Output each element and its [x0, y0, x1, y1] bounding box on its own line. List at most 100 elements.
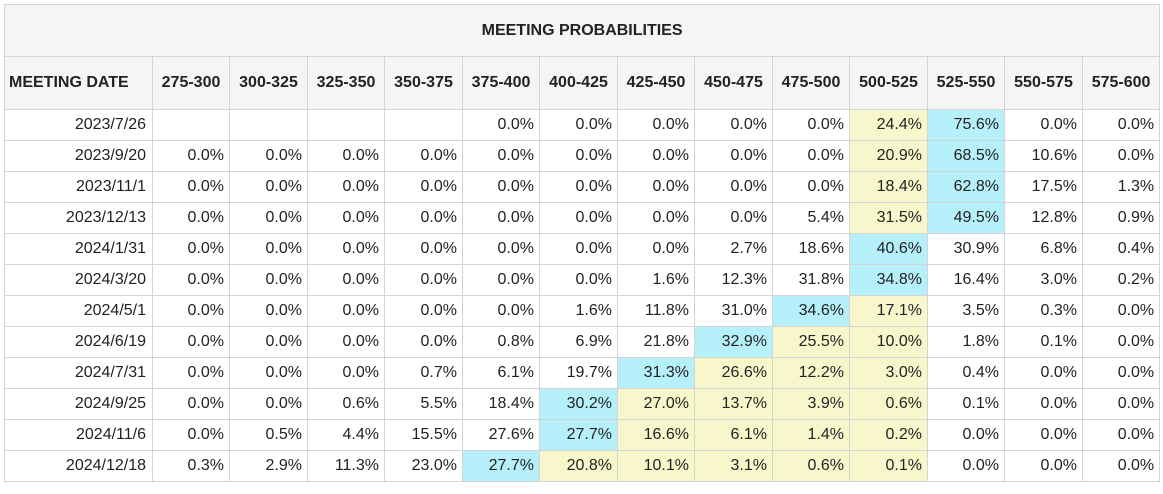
- probability-cell: 0.0%: [152, 357, 230, 389]
- probability-cell: 0.0%: [462, 233, 540, 265]
- probability-cell: 0.0%: [539, 171, 618, 203]
- table-row: 2024/5/1 0.0% 0.0% 0.0% 0.0% 0.0% 1.6% 11.8% 31.…: [4, 295, 1161, 327]
- probability-cell: 0.0%: [384, 326, 463, 358]
- column-header-425-450[interactable]: 425-450: [617, 56, 695, 110]
- probability-cell: 12.8%: [1004, 202, 1083, 234]
- column-header-375-400[interactable]: 375-400: [462, 56, 540, 110]
- probability-cell: 0.7%: [384, 357, 463, 389]
- meeting-date-cell: 2024/7/31: [4, 357, 153, 389]
- probability-cell: 0.6%: [307, 388, 385, 420]
- probability-cell: 0.0%: [384, 171, 463, 203]
- probability-cell: 0.0%: [384, 264, 463, 296]
- probability-cell: [152, 109, 230, 141]
- probability-cell: 0.0%: [229, 295, 308, 327]
- probability-cell: 0.0%: [462, 202, 540, 234]
- meeting-date-cell: 2023/12/13: [4, 202, 153, 234]
- probability-cell: 0.0%: [1081, 357, 1161, 389]
- column-header-525-550[interactable]: 525-550: [927, 56, 1005, 110]
- column-header-475-500[interactable]: 475-500: [772, 56, 850, 110]
- probability-cell: 0.3%: [1004, 295, 1083, 327]
- probability-cell: 3.0%: [849, 357, 928, 389]
- column-header-575-600[interactable]: 575-600: [1081, 56, 1161, 110]
- probability-cell: 0.0%: [539, 202, 618, 234]
- table-row: 2024/12/18 0.3% 2.9% 11.3% 23.0% 27.7% 20.8% 10…: [4, 450, 1161, 482]
- probability-cell: 0.0%: [384, 202, 463, 234]
- probability-cell: 0.0%: [307, 357, 385, 389]
- probability-cell: 0.0%: [152, 264, 230, 296]
- table-row: 2023/12/13 0.0% 0.0% 0.0% 0.0% 0.0% 0.0% 0.0% 0.…: [4, 202, 1161, 234]
- probability-cell: 1.8%: [927, 326, 1005, 358]
- probability-cell: 0.0%: [1081, 326, 1161, 358]
- probability-cell: 0.0%: [307, 264, 385, 296]
- probability-cell: 0.0%: [229, 171, 308, 203]
- probability-cell: 0.0%: [694, 202, 773, 234]
- probability-cell: 0.2%: [1081, 264, 1161, 296]
- meeting-probabilities-table: MEETING PROBABILITIES MEETING DATE 275-30…: [3, 4, 1161, 482]
- probability-cell: 0.0%: [617, 171, 695, 203]
- probability-cell: 0.0%: [1004, 357, 1083, 389]
- probability-cell: 12.2%: [772, 357, 850, 389]
- table-row: 2023/9/20 0.0% 0.0% 0.0% 0.0% 0.0% 0.0% 0.0% 0.0…: [4, 140, 1161, 172]
- probability-cell: 0.0%: [229, 264, 308, 296]
- table-row: 2024/6/19 0.0% 0.0% 0.0% 0.0% 0.8% 6.9% 21.8% 32…: [4, 326, 1161, 358]
- probability-cell: 0.0%: [1004, 419, 1083, 451]
- probability-cell: 18.4%: [462, 388, 540, 420]
- probability-cell: 6.1%: [462, 357, 540, 389]
- probability-cell: 0.0%: [152, 233, 230, 265]
- probability-cell: 0.0%: [152, 202, 230, 234]
- probability-cell: 0.0%: [229, 202, 308, 234]
- column-header-450-475[interactable]: 450-475: [694, 56, 773, 110]
- meeting-date-cell: 2023/7/26: [4, 109, 153, 141]
- probability-cell: 0.0%: [462, 264, 540, 296]
- probability-cell: 1.4%: [772, 419, 850, 451]
- column-header-meeting-date[interactable]: MEETING DATE: [4, 56, 153, 110]
- probability-cell: 0.0%: [152, 171, 230, 203]
- probability-cell: 2.9%: [229, 450, 308, 482]
- probability-cell: 6.8%: [1004, 233, 1083, 265]
- probability-cell: 3.5%: [927, 295, 1005, 327]
- column-header-400-425[interactable]: 400-425: [539, 56, 618, 110]
- meeting-date-cell: 2024/12/18: [4, 450, 153, 482]
- probability-cell: 0.0%: [152, 419, 230, 451]
- probability-cell: [229, 109, 308, 141]
- probability-cell: 0.0%: [617, 109, 695, 141]
- column-header-500-525[interactable]: 500-525: [849, 56, 928, 110]
- column-header-325-350[interactable]: 325-350: [307, 56, 385, 110]
- probability-cell: 25.5%: [772, 326, 850, 358]
- probability-cell: 0.0%: [152, 388, 230, 420]
- probability-cell: 0.0%: [772, 109, 850, 141]
- probability-cell: 0.0%: [694, 140, 773, 172]
- probability-cell: 0.0%: [772, 140, 850, 172]
- probability-cell: 18.6%: [772, 233, 850, 265]
- probability-cell: 17.1%: [849, 295, 928, 327]
- probability-cell: 0.0%: [307, 140, 385, 172]
- probability-cell: 26.6%: [694, 357, 773, 389]
- probability-cell: 0.0%: [307, 171, 385, 203]
- probability-cell: 0.8%: [462, 326, 540, 358]
- table-row: 2024/9/25 0.0% 0.0% 0.6% 5.5% 18.4% 30.2% 27.0%…: [4, 388, 1161, 420]
- probability-cell: 0.0%: [617, 140, 695, 172]
- probability-cell: 1.6%: [617, 264, 695, 296]
- probability-cell: 0.0%: [1081, 109, 1161, 141]
- probability-cell: 0.3%: [152, 450, 230, 482]
- probability-cell: 0.0%: [539, 264, 618, 296]
- probability-cell: 27.0%: [617, 388, 695, 420]
- probability-cell: 6.9%: [539, 326, 618, 358]
- probability-cell: 0.0%: [1081, 140, 1161, 172]
- probability-cell: 30.9%: [927, 233, 1005, 265]
- meeting-date-cell: 2024/1/31: [4, 233, 153, 265]
- column-header-550-575[interactable]: 550-575: [1004, 56, 1083, 110]
- column-header-350-375[interactable]: 350-375: [384, 56, 463, 110]
- table-row: 2024/7/31 0.0% 0.0% 0.0% 0.7% 6.1% 19.7% 31.3% 2…: [4, 357, 1161, 389]
- probability-cell: 31.8%: [772, 264, 850, 296]
- column-header-300-325[interactable]: 300-325: [229, 56, 308, 110]
- probability-cell: 0.0%: [617, 233, 695, 265]
- probability-cell: 62.8%: [927, 171, 1005, 203]
- probability-cell: 24.4%: [849, 109, 928, 141]
- meeting-date-cell: 2024/3/20: [4, 264, 153, 296]
- probability-cell: 0.0%: [152, 326, 230, 358]
- column-header-275-300[interactable]: 275-300: [152, 56, 230, 110]
- probability-cell: 0.0%: [772, 171, 850, 203]
- meeting-probabilities-panel: MEETING PROBABILITIES MEETING DATE 275-30…: [3, 4, 1161, 490]
- probability-cell: 11.8%: [617, 295, 695, 327]
